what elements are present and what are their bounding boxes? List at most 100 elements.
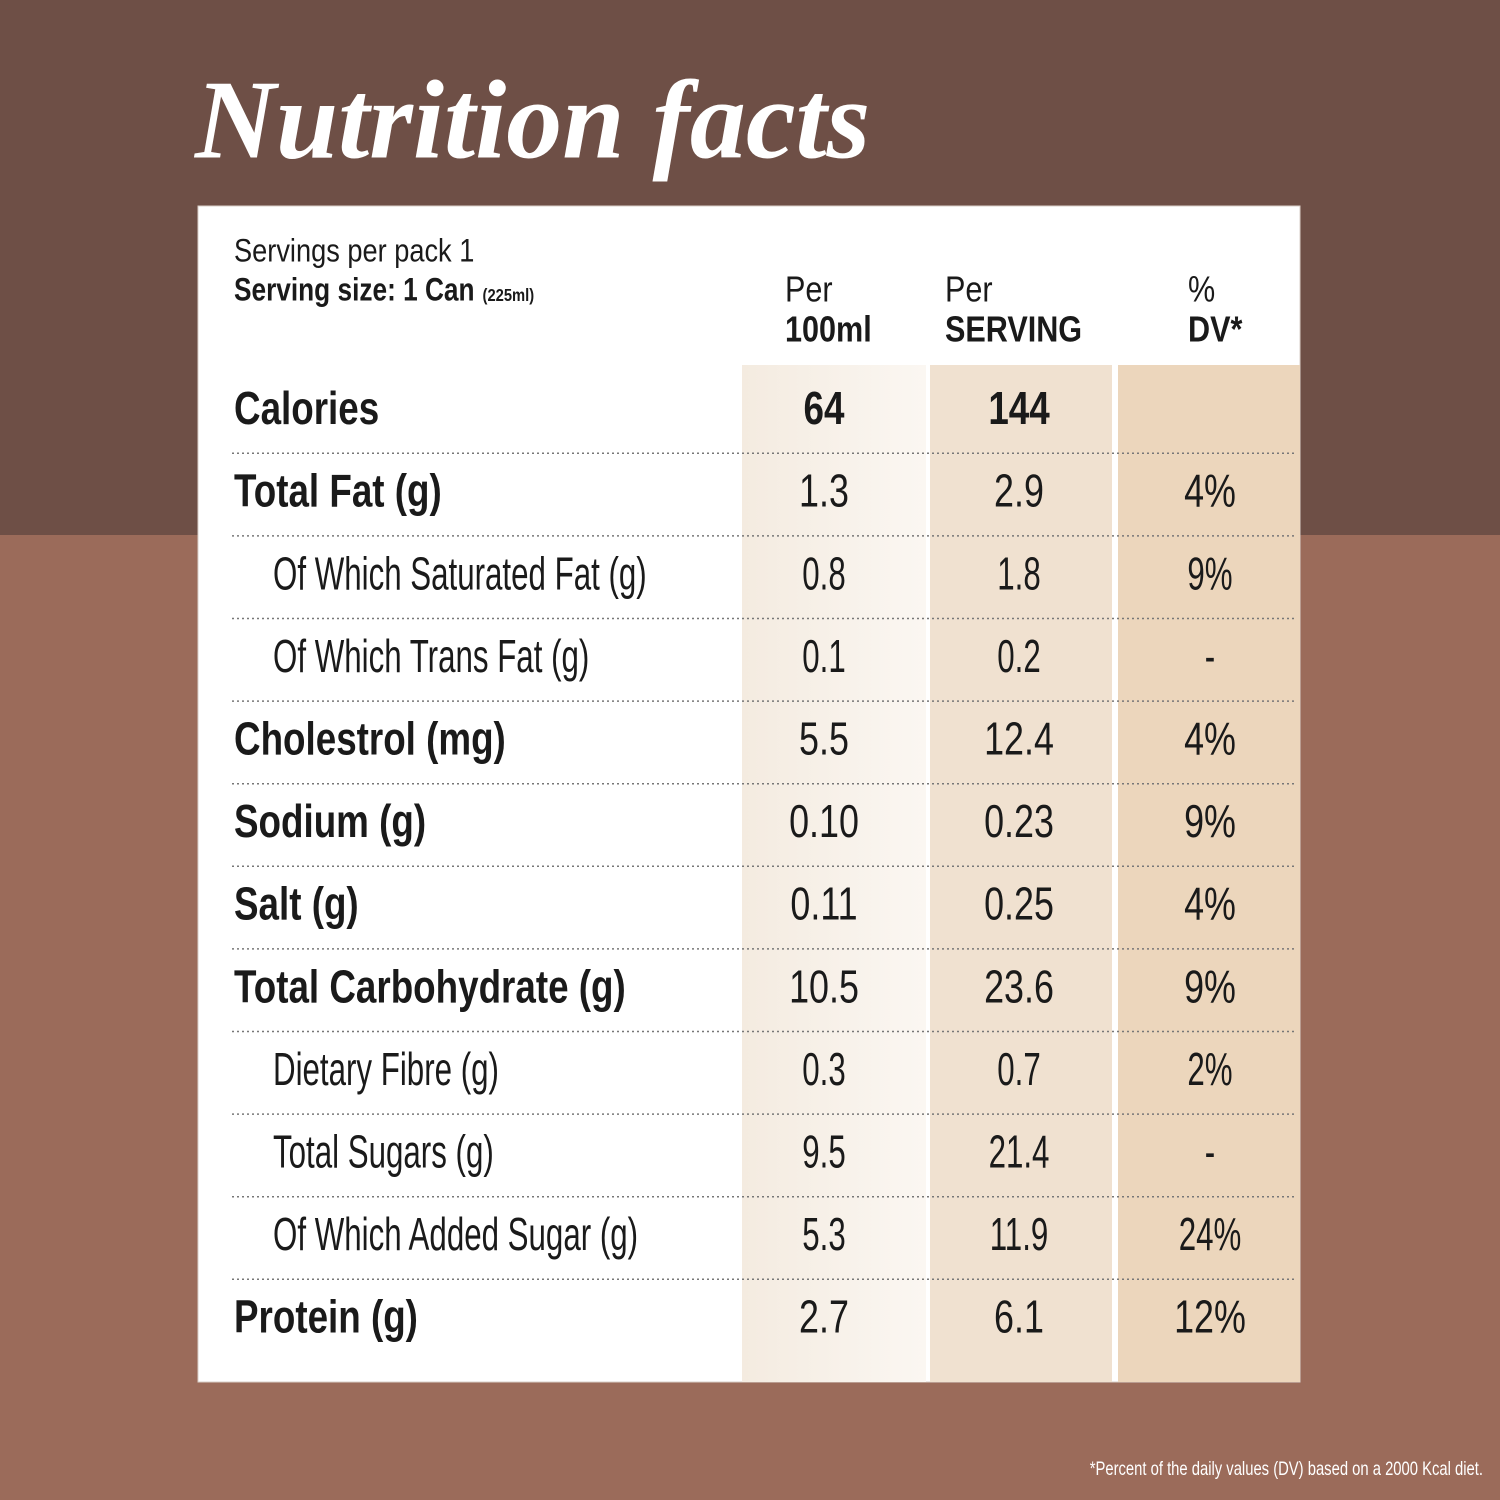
value-wrap: 4%: [1184, 878, 1236, 929]
value-wrap: 0.23: [984, 796, 1054, 847]
value-wrap: 0.1: [802, 631, 845, 682]
column-head-bottom: DV*: [1188, 310, 1242, 350]
value: 0.7: [997, 1044, 1040, 1095]
value-wrap: 4%: [1184, 465, 1236, 516]
column-head-bottom-wrap: SERVING: [945, 310, 1082, 350]
value-wrap: 2.7: [799, 1291, 849, 1342]
sub-nutrient-label-wrap: Of Which Saturated Fat (g): [273, 548, 647, 599]
value: 12.4: [984, 713, 1054, 764]
nutrient-label-wrap: Total Carbohydrate (g): [234, 960, 626, 1012]
footnote: *Percent of the daily values (DV) based …: [1090, 1458, 1483, 1479]
serving-size-note: (225ml): [483, 285, 535, 305]
value-wrap: 9%: [1187, 548, 1232, 599]
value-wrap: 12%: [1174, 1291, 1246, 1342]
value: 11.9: [990, 1209, 1049, 1260]
sub-nutrient-label: Of Which Saturated Fat (g): [273, 548, 647, 599]
value: 64: [804, 382, 845, 434]
value: 0.3: [802, 1044, 845, 1095]
value: 4%: [1184, 878, 1236, 929]
nutrient-label: Sodium (g): [234, 795, 426, 847]
value-wrap: 5.5: [799, 713, 849, 764]
servings: Servings per pack 1: [234, 233, 474, 269]
column-head-bottom-wrap: DV*: [1188, 310, 1242, 350]
value: 21.4: [989, 1127, 1050, 1178]
value: 4%: [1184, 713, 1236, 764]
column-shade: [930, 365, 1112, 1382]
value-wrap: -: [1205, 631, 1215, 682]
value-wrap: 9.5: [802, 1127, 845, 1178]
sub-nutrient-label-wrap: Of Which Trans Fat (g): [273, 631, 589, 682]
value: 9.5: [802, 1127, 845, 1178]
value-wrap: -: [1205, 1127, 1215, 1178]
value-wrap: 0.3: [802, 1044, 845, 1095]
value-wrap: 21.4: [989, 1127, 1050, 1178]
value: 0.1: [802, 631, 845, 682]
column-head-bottom-wrap: 100ml: [785, 310, 872, 350]
column-head-top-wrap: Per: [785, 270, 833, 310]
column-shade: [1118, 365, 1300, 1382]
value: 0.8: [802, 548, 845, 599]
value-wrap: 9%: [1184, 961, 1236, 1012]
value-wrap: 11.9: [990, 1209, 1049, 1260]
value: 1.8: [997, 548, 1040, 599]
nutrient-label: Protein (g): [234, 1291, 418, 1343]
value-wrap: 12.4: [984, 713, 1054, 764]
value: 9%: [1187, 548, 1232, 599]
value: 1.3: [799, 465, 849, 516]
servings-wrap: Servings per pack 1: [234, 233, 474, 269]
value-wrap: 24%: [1179, 1209, 1242, 1260]
sub-nutrient-label: Of Which Added Sugar (g): [273, 1209, 638, 1260]
nutrient-label: Calories: [234, 382, 379, 434]
value: 12%: [1174, 1291, 1246, 1342]
value-wrap: 0.2: [997, 631, 1040, 682]
value: -: [1205, 1127, 1215, 1178]
value: 0.10: [789, 796, 859, 847]
value: 4%: [1184, 465, 1236, 516]
sub-nutrient-label-wrap: Dietary Fibre (g): [273, 1044, 499, 1095]
value: 5.5: [799, 713, 849, 764]
value-wrap: 4%: [1184, 713, 1236, 764]
table: Servings per pack 1 Serving size: 1 Can (2…: [232, 233, 1483, 1479]
value: 24%: [1179, 1209, 1242, 1260]
serving-size: Serving size: 1 Can: [234, 273, 475, 308]
sub-nutrient-label: Of Which Trans Fat (g): [273, 631, 589, 682]
value: 23.6: [984, 961, 1054, 1012]
value: 2%: [1187, 1044, 1232, 1095]
nutrient-label: Total Fat (g): [234, 465, 442, 517]
value-wrap: 23.6: [984, 961, 1054, 1012]
value-wrap: 1.3: [799, 465, 849, 516]
value-wrap: 0.8: [802, 548, 845, 599]
column-head-top-wrap: %: [1188, 270, 1215, 310]
value-wrap: 64: [804, 382, 845, 434]
value: 10.5: [789, 961, 859, 1012]
nutrient-label-wrap: Sodium (g): [234, 795, 426, 847]
sub-nutrient-label-wrap: Total Sugars (g): [273, 1127, 494, 1178]
sub-nutrient-label: Total Sugars (g): [273, 1127, 494, 1178]
footnote-wrap: *Percent of the daily values (DV) based …: [1090, 1458, 1483, 1479]
value: 0.25: [984, 878, 1054, 929]
value: 2.7: [799, 1291, 849, 1342]
nutrient-label-wrap: Protein (g): [234, 1291, 418, 1343]
value-wrap: 10.5: [789, 961, 859, 1012]
title: Nutrition facts: [193, 59, 870, 183]
value-wrap: 0.10: [789, 796, 859, 847]
value-wrap: 144: [988, 382, 1049, 434]
value: -: [1205, 631, 1215, 682]
nutrient-label: Cholestrol (mg): [234, 713, 506, 765]
value: 2.9: [994, 465, 1044, 516]
nutrient-label: Total Carbohydrate (g): [234, 960, 626, 1012]
nutrient-label-wrap: Total Fat (g): [234, 465, 442, 517]
nutrient-label-wrap: Cholestrol (mg): [234, 713, 506, 765]
value-wrap: 1.8: [997, 548, 1040, 599]
column-head-top-wrap: Per: [945, 270, 993, 310]
value: 0.11: [790, 878, 857, 929]
value-wrap: 5.3: [802, 1209, 845, 1260]
value: 9%: [1184, 796, 1236, 847]
value-wrap: 2.9: [994, 465, 1044, 516]
nutrient-label: Salt (g): [234, 878, 359, 930]
column-shade: [742, 365, 926, 1382]
nutrient-label-wrap: Calories: [234, 382, 379, 434]
value-wrap: 2%: [1187, 1044, 1232, 1095]
column-head-bottom: SERVING: [945, 310, 1082, 350]
